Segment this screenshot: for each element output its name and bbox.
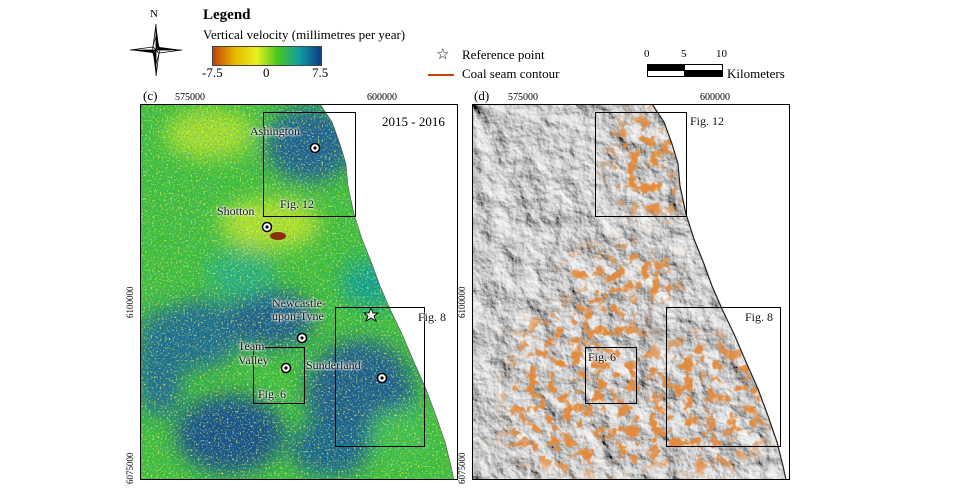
scalebar [647, 64, 723, 77]
ramp-min-label: -7.5 [202, 65, 223, 80]
panel-c-fig12-box [263, 112, 356, 217]
panel-c-fig6-box [253, 347, 305, 404]
panel-c-years-box: 2015 - 2016 [378, 113, 449, 131]
panel-c-years: 2015 - 2016 [382, 114, 445, 129]
panel-c-label: (c) [143, 88, 158, 103]
place-team-line1: Team [238, 339, 265, 353]
panel-d-ytick-6075000: 6075000 [457, 452, 467, 485]
coal-seam-line-icon [428, 74, 454, 76]
scalebar-tick-5: 5 [681, 48, 687, 60]
panel-d-fig12-box [595, 112, 687, 217]
panel-d-xtick-575000: 575000 [508, 92, 538, 103]
panel-c-ytick-6100000: 6100000 [125, 286, 135, 319]
panel-c-xtick-600000: 600000 [367, 92, 397, 103]
panel-c-xtick-575000: 575000 [175, 92, 205, 103]
place-newcastle-line2: upon-Tyne [272, 309, 324, 323]
north-letter: N [150, 8, 158, 20]
panel-d-fig8-label: Fig. 8 [745, 310, 774, 324]
panel-d-ytick-6100000: 6100000 [457, 286, 467, 319]
panel-d-fig6-box [585, 347, 637, 404]
compass-rose-icon [129, 23, 183, 77]
panel-c-velocity-map [140, 104, 458, 480]
ramp-max-label: 7.5 [312, 65, 329, 80]
reference-point-star-icon: ☆ [436, 47, 450, 63]
place-newcastle-line1: Newcastle- [272, 296, 326, 310]
north-arrow: N [128, 8, 184, 78]
panel-c-ytick-6075000: 6075000 [125, 452, 135, 485]
coal-seam-label: Coal seam contour [462, 66, 560, 81]
scalebar-tick-0: 0 [644, 48, 650, 60]
velocity-label: Vertical velocity (millimetres per year) [203, 27, 406, 42]
panel-c-fig8-box [335, 307, 425, 447]
place-ashington: Ashington [250, 124, 301, 138]
legend-title: Legend [203, 7, 251, 23]
place-shotton: Shotton [217, 204, 255, 218]
panel-d-hillshade-map [472, 104, 790, 480]
panel-c-fig12-label: Fig. 12 [280, 197, 315, 211]
panel-d-fig12-label: Fig. 12 [690, 114, 725, 128]
ramp-mid-label: 0 [263, 65, 270, 80]
panel-c-fig8-label: Fig. 8 [418, 310, 447, 324]
scalebar-tick-10: 10 [716, 48, 727, 60]
scalebar-unit: Kilometers [727, 66, 785, 81]
panel-d-fig8-box [666, 307, 781, 447]
velocity-color-ramp [212, 46, 322, 66]
place-sunderland: Sunderland [306, 358, 361, 372]
panel-d-xtick-600000: 600000 [700, 92, 730, 103]
place-team-line2: Valley [238, 353, 269, 367]
reference-point-label: Reference point [462, 47, 545, 62]
panel-d-label: (d) [474, 88, 490, 103]
panel-c-fig6-label: Fig. 6 [258, 387, 287, 401]
panel-d-fig6-label: Fig. 6 [588, 350, 617, 364]
